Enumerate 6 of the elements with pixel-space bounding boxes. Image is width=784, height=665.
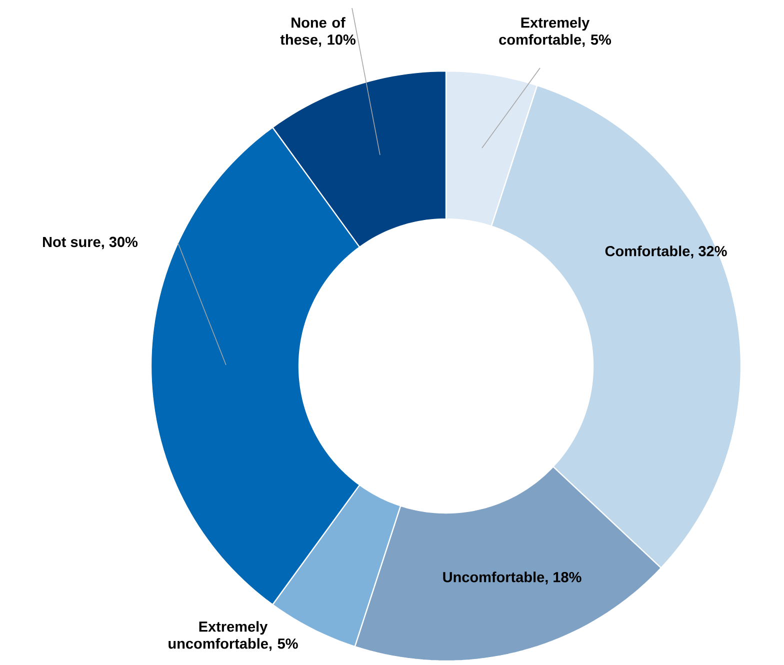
slice-label: None of these, 10% bbox=[280, 17, 356, 47]
slice-label: Not sure, 30% bbox=[43, 236, 138, 250]
slice-label: Comfortable, 32% bbox=[605, 246, 727, 258]
slice-label: Extremely uncomfortable, 5% bbox=[168, 621, 298, 651]
slice-label: Uncomfortable, 18% bbox=[443, 572, 582, 584]
slice-label: Extremely comfortable, 5% bbox=[499, 17, 612, 47]
